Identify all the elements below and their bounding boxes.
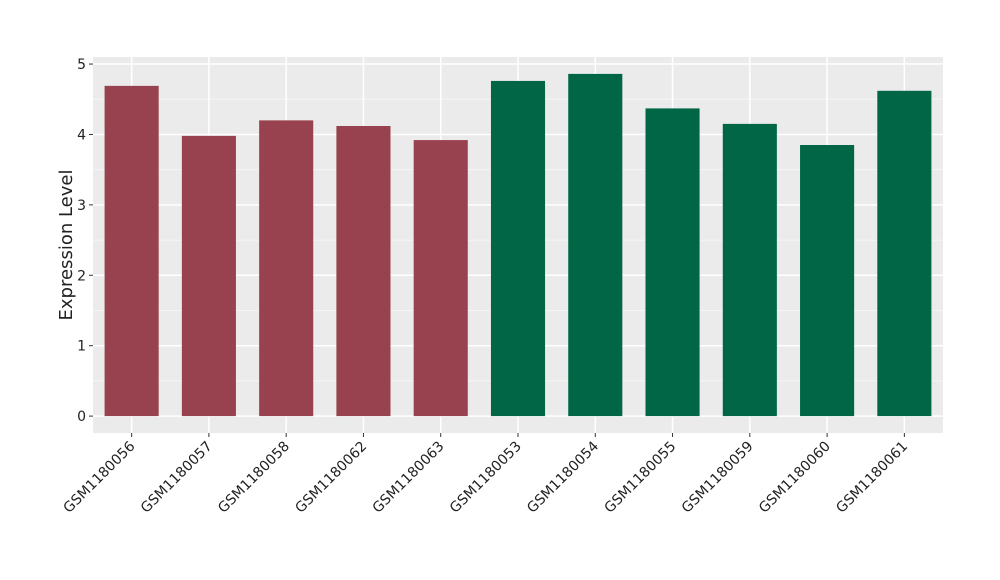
x-tick-label: GSM1180056 [61,438,139,516]
y-tick-label: 1 [77,339,86,355]
x-tick-label: GSM1180055 [601,439,679,517]
y-tick-label: 2 [77,268,86,284]
bar [800,145,855,417]
x-tick-label: GSM1180053 [447,439,525,517]
x-tick-label: GSM1180061 [833,439,911,517]
x-tick-label: GSM1180057 [138,439,216,517]
bar [181,135,236,417]
x-tick-label: GSM1180058 [215,439,293,517]
y-tick-label: 5 [77,57,86,73]
bar [568,73,623,417]
x-tick-label: GSM1180063 [370,439,448,517]
x-tick-label: GSM1180062 [292,439,370,517]
x-tick-label: GSM1180060 [756,439,834,517]
bar [645,108,700,417]
y-tick-label: 0 [77,409,86,425]
y-axis-label: Expression Level [56,170,77,321]
x-tick-label: GSM1180059 [679,439,757,517]
y-tick-label: 4 [77,127,86,143]
x-tick-label: GSM1180054 [524,438,602,516]
bar [104,85,159,417]
bar [413,140,468,417]
bar [490,80,546,417]
bar [877,90,932,417]
bar [722,123,777,417]
bar [336,126,391,417]
bar [259,120,314,417]
y-tick-label: 3 [77,198,86,214]
